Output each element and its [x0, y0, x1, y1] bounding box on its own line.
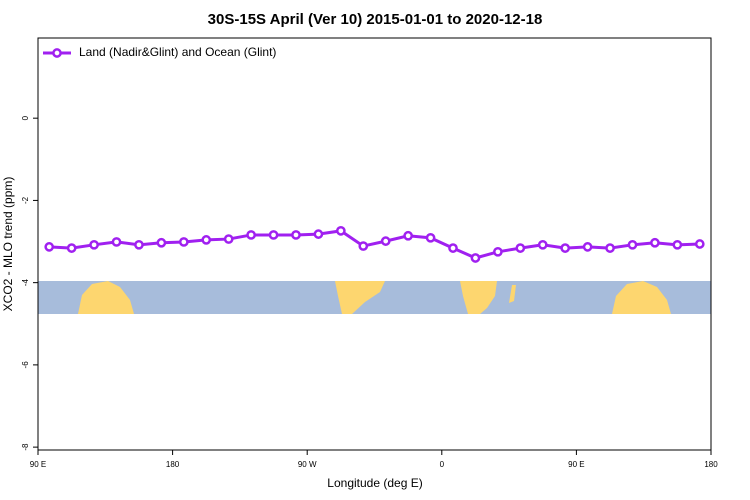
x-tick-label: 180 [166, 460, 180, 469]
x-axis-label: Longitude (deg E) [327, 476, 422, 490]
series-line [49, 229, 700, 260]
data-point [134, 239, 144, 250]
data-point [425, 232, 436, 243]
y-tick-label: -4 [21, 279, 30, 287]
data-point [89, 239, 99, 250]
data-point [537, 239, 548, 250]
y-axis-label: XCO2 - MLO trend (ppm) [1, 177, 15, 312]
y-tick-label: -8 [21, 443, 30, 451]
data-point [448, 243, 458, 253]
data-point [156, 237, 167, 248]
data-point [515, 243, 526, 253]
data-point [336, 225, 346, 236]
data-point [313, 229, 324, 239]
data-point [470, 253, 481, 263]
y-tick-label: 0 [21, 115, 30, 120]
data-point [44, 242, 55, 252]
x-tick-label: 90 E [30, 460, 46, 469]
plot-frame [37, 37, 712, 451]
data-point [560, 243, 571, 253]
data-point [493, 246, 503, 257]
data-point [672, 239, 683, 250]
x-tick-label: 90 W [298, 460, 317, 469]
x-tick-label: 180 [704, 460, 718, 469]
data-point [291, 230, 301, 240]
data-point [201, 235, 212, 245]
data-point [223, 234, 234, 244]
map-strip [38, 281, 711, 314]
data-point [380, 236, 391, 246]
data-point [650, 237, 660, 248]
data-point [66, 243, 77, 253]
data-point [178, 237, 189, 247]
legend-marker [52, 48, 62, 58]
chart-title: 30S-15S April (Ver 10) 2015-01-01 to 202… [208, 11, 543, 28]
x-tick-label: 0 [440, 460, 445, 469]
data-point [268, 230, 279, 240]
data-point [582, 242, 593, 252]
data-point [694, 239, 705, 249]
data-point [358, 241, 369, 251]
data-point [627, 239, 638, 250]
data-point [403, 230, 413, 241]
x-tick-label: 90 E [568, 460, 584, 469]
y-tick-label: -2 [21, 196, 30, 204]
data-point [111, 237, 122, 247]
data-point [246, 230, 256, 240]
legend-label: Land (Nadir&Glint) and Ocean (Glint) [79, 45, 276, 59]
y-tick-label: -6 [21, 361, 30, 369]
data-point [605, 243, 615, 253]
